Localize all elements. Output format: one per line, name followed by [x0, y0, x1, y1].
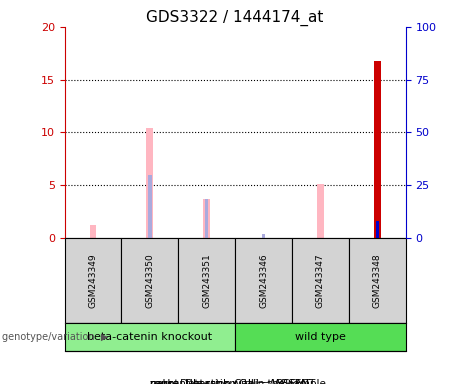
Bar [65, 323, 235, 351]
Bar [374, 61, 381, 238]
Text: GSM243348: GSM243348 [373, 253, 382, 308]
Bar [292, 238, 349, 323]
Text: GSM243347: GSM243347 [316, 253, 325, 308]
Bar [235, 323, 406, 351]
Text: count: count [150, 379, 179, 384]
Bar [203, 199, 210, 238]
Bar [317, 184, 324, 238]
Bar [376, 154, 379, 238]
Bar [205, 199, 208, 238]
Title: GDS3322 / 1444174_at: GDS3322 / 1444174_at [147, 9, 324, 25]
Text: beta-catenin knockout: beta-catenin knockout [87, 332, 213, 342]
Bar [65, 238, 121, 323]
Text: percentile rank within the sample: percentile rank within the sample [150, 379, 326, 384]
Bar [178, 238, 235, 323]
Bar [147, 128, 153, 238]
Bar [89, 225, 96, 238]
Bar [262, 234, 265, 238]
Text: wild type: wild type [295, 332, 346, 342]
Text: rank, Detection Call = ABSENT: rank, Detection Call = ABSENT [150, 379, 310, 384]
Bar [121, 238, 178, 323]
Text: GSM243349: GSM243349 [89, 253, 97, 308]
Text: GSM243350: GSM243350 [145, 253, 154, 308]
Bar [376, 221, 379, 238]
Text: genotype/variation  ▶: genotype/variation ▶ [2, 332, 109, 342]
Text: GSM243346: GSM243346 [259, 253, 268, 308]
Bar [148, 175, 152, 238]
Text: GSM243351: GSM243351 [202, 253, 211, 308]
Text: value, Detection Call = ABSENT: value, Detection Call = ABSENT [150, 379, 315, 384]
Bar [235, 238, 292, 323]
Bar [349, 238, 406, 323]
